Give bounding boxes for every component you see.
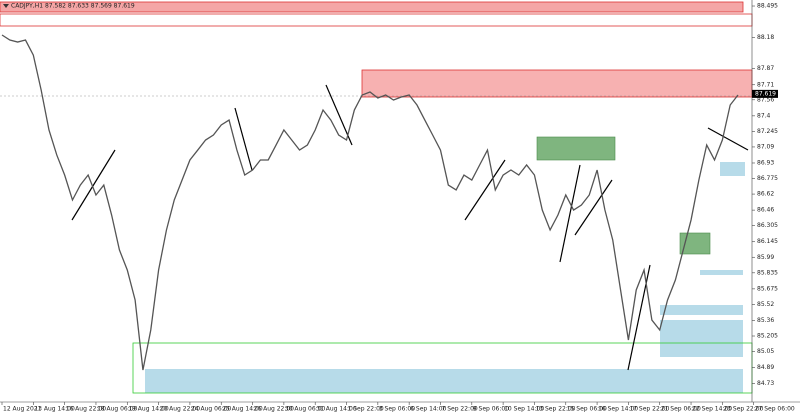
x-tick-label: 21 Sep 06:00	[661, 406, 701, 413]
y-tick-label: 88.18	[757, 34, 774, 41]
demand-zone	[679, 232, 711, 255]
blue-zone	[660, 320, 743, 357]
y-tick-label: 85.05	[757, 348, 774, 355]
x-tick-label: 23 Sep 22:00	[723, 406, 763, 413]
x-tick-label: 18 Aug 06:00	[97, 406, 138, 413]
header: CADJPY,H1 87.582 87.633 87.569 87.619	[11, 3, 135, 10]
y-tick-label: 86.46	[757, 207, 774, 214]
x-tick-label: 13 Sep 22:00	[535, 406, 575, 413]
x-tick-label: 27 Sep 06:00	[755, 406, 795, 413]
y-tick-label: 88.495	[757, 3, 778, 10]
x-tick-label: 16 Aug 22:00	[66, 406, 107, 413]
x-tick-label: 6 Sep 14:00	[410, 406, 446, 413]
y-tick-label: 86.305	[757, 222, 778, 229]
y-tick-label: 84.73	[757, 380, 774, 387]
price-line	[1, 34, 739, 371]
y-tick-label: 87.71	[757, 81, 774, 88]
demand-zone	[536, 136, 616, 161]
x-tick-label: 20 Aug 22:00	[160, 406, 201, 413]
y-tick-label: 85.835	[757, 269, 778, 276]
y-tick-label: 87.56	[757, 96, 774, 103]
price-badge-label: 87.619	[755, 90, 776, 97]
x-tick-label: 19 Aug 14:00	[128, 406, 169, 413]
supply-zone	[0, 1, 744, 13]
x-tick-label: 7 Sep 22:00	[441, 406, 477, 413]
x-tick-label: 22 Sep 14:00	[692, 406, 732, 413]
x-tick-label: 12 Aug 2021	[3, 406, 42, 413]
x-tick-label: 13 Aug 14:00	[34, 406, 75, 413]
x-tick-label: 9 Sep 06:00	[473, 406, 509, 413]
blue-zone	[700, 270, 743, 275]
supply-zone	[361, 69, 753, 98]
x-tick-label: 31 Aug 14:00	[316, 406, 357, 413]
x-tick-label: 30 Aug 06:00	[285, 406, 326, 413]
y-tick-label: 85.36	[757, 317, 774, 324]
blue-zone	[145, 369, 743, 393]
y-tick-label: 86.775	[757, 175, 778, 182]
y-tick-label: 85.205	[757, 333, 778, 340]
blue-zone	[720, 162, 745, 176]
y-tick-label: 87.4	[757, 112, 771, 119]
price-badge	[752, 89, 778, 98]
y-tick-label: 86.93	[757, 159, 774, 166]
y-tick-label: 85.675	[757, 285, 778, 292]
y-tick-label: 87.87	[757, 65, 774, 72]
x-tick-label: 15 Sep 06:00	[567, 406, 607, 413]
x-tick-label: 26 Aug 22:00	[254, 406, 295, 413]
y-tick-label: 86.145	[757, 238, 778, 245]
y-tick-label: 86.62	[757, 191, 774, 198]
y-tick-label: 84.89	[757, 364, 774, 371]
blue-zone	[660, 305, 743, 315]
y-tick-label: 85.52	[757, 301, 774, 308]
y-tick-label: 87.09	[757, 143, 774, 150]
x-tick-label: 16 Sep 14:00	[598, 406, 638, 413]
x-tick-label: 24 Aug 06:00	[191, 406, 232, 413]
y-tick-label: 87.245	[757, 128, 778, 135]
x-tick-label: 17 Sep 22:00	[629, 406, 669, 413]
x-tick-label: 1 Sep 22:00	[348, 406, 384, 413]
menu-icon	[3, 4, 9, 8]
x-tick-label: 10 Sep 14:00	[504, 406, 544, 413]
x-tick-label: 25 Aug 14:00	[222, 406, 263, 413]
x-tick-label: 3 Sep 06:00	[379, 406, 415, 413]
y-tick-label: 85.99	[757, 254, 774, 261]
